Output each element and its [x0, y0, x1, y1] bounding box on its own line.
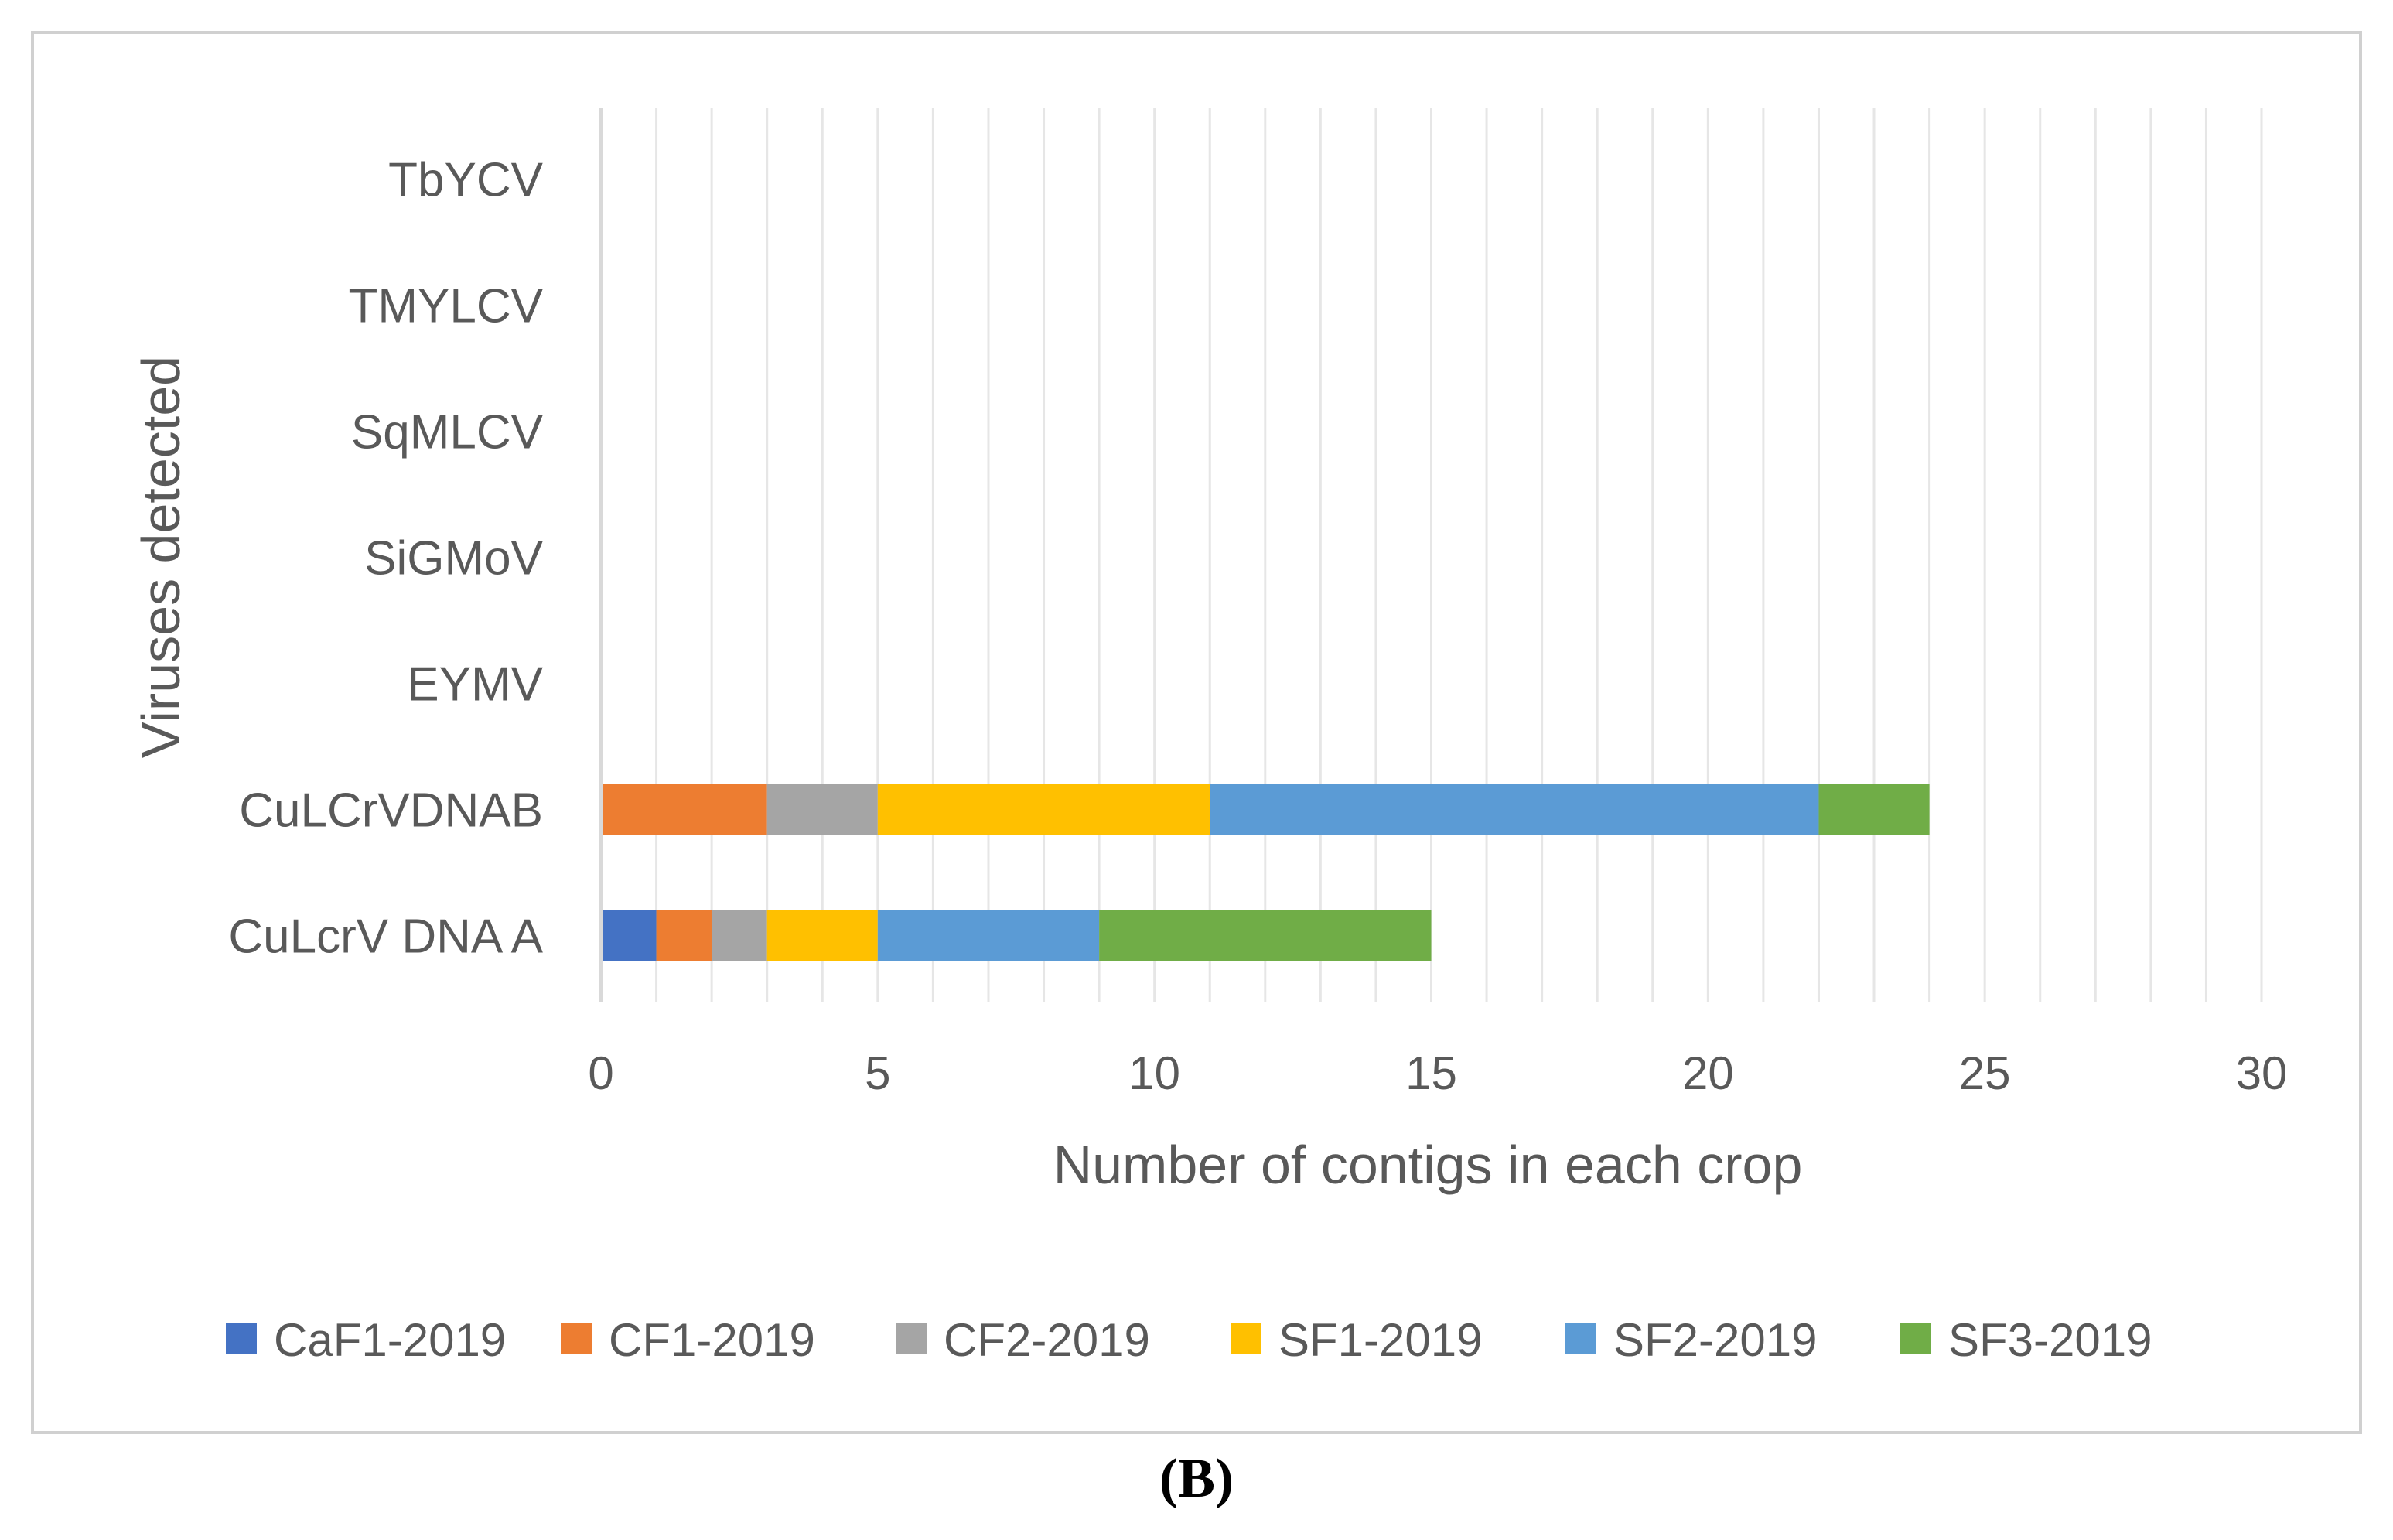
panel-label-close: ) [1215, 1447, 1234, 1509]
legend-swatch [1231, 1323, 1261, 1354]
category-label: CuLCrVDNAB [239, 784, 543, 838]
x-tick-label: 15 [1405, 1047, 1457, 1099]
y-axis-title: Viruses detected [131, 356, 191, 758]
bars [601, 784, 1930, 961]
bar-segment [656, 910, 712, 961]
legend-label: SF1-2019 [1278, 1314, 1483, 1366]
category-label: EYMV [407, 658, 543, 712]
bar-segment [601, 910, 657, 961]
legend-swatch [561, 1323, 592, 1354]
bar-segment [712, 910, 767, 961]
panel-label-open: ( [1159, 1447, 1178, 1509]
x-tick-label: 0 [588, 1047, 613, 1099]
legend-label: CaF1-2019 [274, 1314, 506, 1366]
category-label: SqMLCV [351, 406, 544, 459]
category-labels: CuLcrV DNA A CuLCrVDNAB EYMV SiGMoV SqMLCV TM… [228, 154, 543, 964]
legend-label: SF3-2019 [1948, 1314, 2152, 1366]
bar-segment [877, 910, 1100, 961]
bar-segment [1818, 784, 1930, 835]
legend: CaF1-2019 CF1-2019 CF2-2019 SF1-2019 SF2-201… [226, 1314, 2152, 1366]
x-tick-label: 20 [1682, 1047, 1734, 1099]
legend-swatch [896, 1323, 927, 1354]
legend-label: CF2-2019 [944, 1314, 1150, 1366]
x-tick-label: 5 [865, 1047, 890, 1099]
panel-label: (B) [1159, 1447, 1234, 1509]
category-label: SiGMoV [364, 532, 543, 586]
bar-segment [601, 784, 767, 835]
category-label: CuLcrV DNA A [228, 910, 543, 964]
panel-label-letter: B [1178, 1447, 1215, 1509]
legend-label: SF2-2019 [1613, 1314, 1818, 1366]
bar-segment [766, 784, 878, 835]
x-tick-label: 25 [1959, 1047, 2011, 1099]
x-tick-label: 10 [1128, 1047, 1180, 1099]
bar-segment [1099, 910, 1432, 961]
x-tick-labels: 0 5 10 15 20 25 30 [588, 1047, 2287, 1099]
category-label: TbYCV [388, 154, 543, 207]
bar-segment [1210, 784, 1819, 835]
bar-segment [877, 784, 1210, 835]
bar-segment [766, 910, 878, 961]
legend-label: CF1-2019 [609, 1314, 815, 1366]
x-tick-label: 30 [2236, 1047, 2288, 1099]
legend-swatch [1565, 1323, 1596, 1354]
category-label: TMYLCV [349, 280, 544, 333]
legend-swatch [226, 1323, 257, 1354]
gridlines [655, 108, 2263, 1002]
chart-border [31, 31, 2362, 1434]
x-axis-title: Number of contigs in each crop [1053, 1135, 1803, 1195]
legend-swatch [1900, 1323, 1931, 1354]
